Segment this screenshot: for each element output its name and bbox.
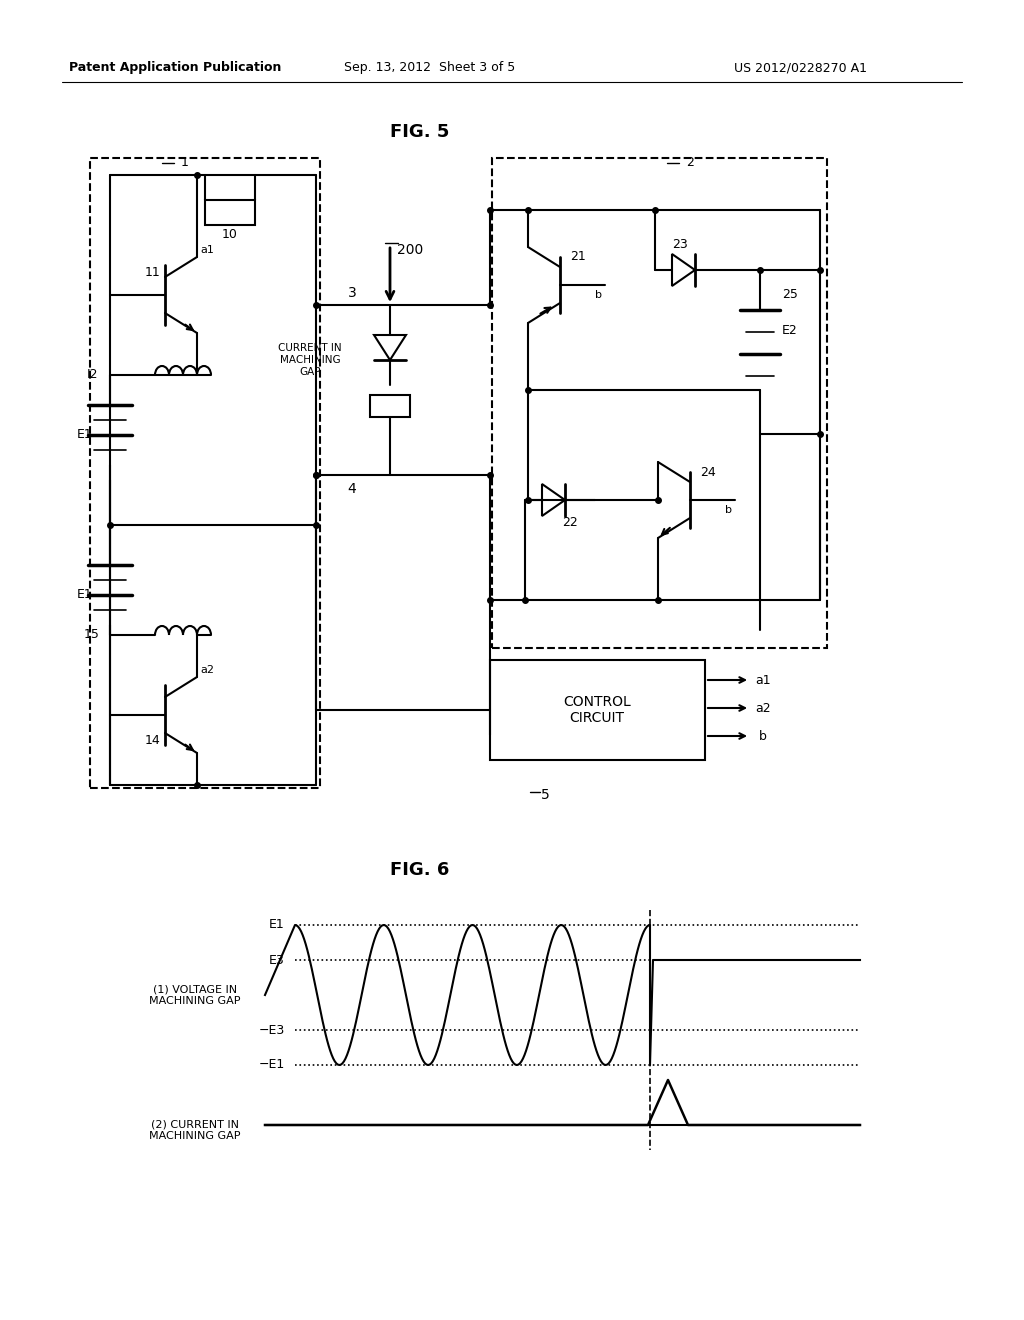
Text: 200: 200 [397,243,423,257]
Polygon shape [542,484,565,516]
Text: Patent Application Publication: Patent Application Publication [69,62,282,74]
Text: 2: 2 [686,157,694,169]
Polygon shape [374,335,406,360]
Polygon shape [672,253,695,286]
Text: E2: E2 [782,323,798,337]
Text: E1: E1 [269,919,285,932]
Text: a1: a1 [200,246,214,255]
Text: E1: E1 [77,589,93,602]
Text: 22: 22 [562,516,578,528]
Text: E3: E3 [269,953,285,966]
Text: 10: 10 [222,227,238,240]
Text: I2: I2 [86,368,97,381]
Text: FIG. 5: FIG. 5 [390,123,450,141]
Text: (2) CURRENT IN
MACHINING GAP: (2) CURRENT IN MACHINING GAP [150,1119,241,1140]
Text: 21: 21 [570,251,586,264]
Text: 24: 24 [700,466,716,479]
Text: a1: a1 [755,673,771,686]
Text: 25: 25 [782,289,798,301]
Text: (1) VOLTAGE IN
MACHINING GAP: (1) VOLTAGE IN MACHINING GAP [150,985,241,1006]
Text: a2: a2 [200,665,214,675]
Text: Sep. 13, 2012  Sheet 3 of 5: Sep. 13, 2012 Sheet 3 of 5 [344,62,516,74]
Bar [490,660,705,760]
Text: −E3: −E3 [259,1023,285,1036]
Text: 4: 4 [347,482,356,496]
Text: 14: 14 [145,734,161,747]
Text: b: b [759,730,767,742]
Text: CONTROL
CIRCUIT: CONTROL CIRCUIT [563,694,631,725]
Text: 15: 15 [84,628,100,642]
Bar [492,158,827,648]
Text: 5: 5 [541,788,549,803]
Text: US 2012/0228270 A1: US 2012/0228270 A1 [733,62,866,74]
Text: FIG. 6: FIG. 6 [390,861,450,879]
Text: −E1: −E1 [259,1059,285,1072]
Bar [90,158,319,788]
Text: 3: 3 [347,286,356,300]
Bar [370,395,410,417]
Text: 1: 1 [181,157,189,169]
Text: 23: 23 [672,239,688,252]
Text: E1: E1 [77,429,93,441]
Text: 11: 11 [145,267,161,280]
Bar [205,201,255,224]
Text: a2: a2 [755,701,771,714]
Text: CURRENT IN
MACHINING
GAP: CURRENT IN MACHINING GAP [279,343,342,376]
Text: b: b [595,290,601,300]
Text: b: b [725,506,731,515]
